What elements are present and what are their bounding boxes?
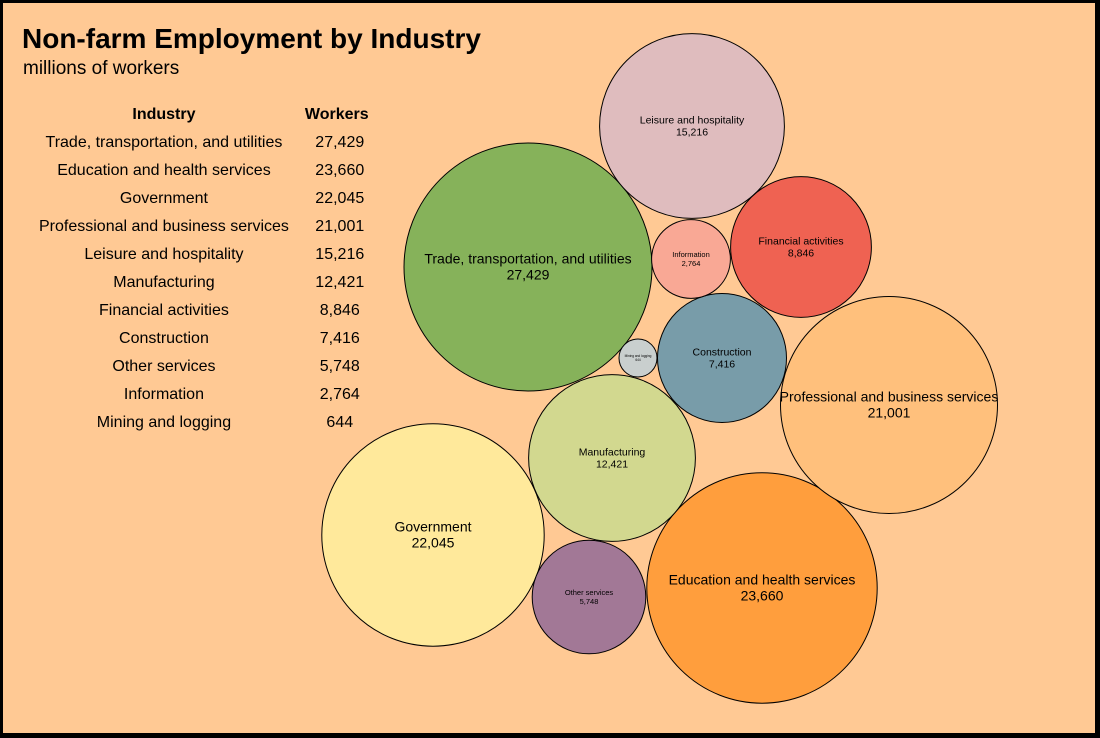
chart-frame: Non-farm Employment by Industry millions… — [3, 3, 1095, 733]
table-row: Information 2,764 — [31, 381, 377, 409]
bubble-label: Mining and logging — [625, 354, 652, 358]
bubble-value: 5,748 — [580, 597, 599, 606]
industry-cell: Leisure and hospitality — [84, 246, 244, 263]
bubble-value: 27,429 — [507, 267, 550, 283]
table-body: Trade, transportation, and utilities 27,4… — [31, 129, 377, 437]
workers-cell: 2,764 — [319, 386, 360, 403]
table-row: Education and health services 23,660 — [31, 157, 377, 185]
bubble-circle — [730, 176, 872, 318]
industry-cell: Other services — [112, 358, 216, 375]
bubble-value: 8,846 — [788, 247, 814, 259]
bubble-label: Construction — [693, 346, 752, 358]
workers-cell: 23,660 — [315, 162, 365, 179]
bubble-circle — [528, 374, 696, 542]
table-header-row: Industry Workers — [31, 101, 377, 129]
bubble-value: 21,001 — [868, 405, 911, 421]
bubble-value: 7,416 — [709, 358, 735, 370]
bubble-value: 22,045 — [412, 535, 455, 551]
bubble-circle — [599, 33, 785, 219]
bubble-label: Other services — [565, 588, 614, 597]
workers-cell: 644 — [326, 414, 354, 431]
bubble-circle — [646, 472, 878, 704]
workers-cell: 8,846 — [319, 302, 360, 319]
bubble-value: 15,216 — [676, 126, 708, 138]
bubble-label: Information — [672, 250, 710, 259]
bubble-label: Government — [394, 519, 471, 535]
workers-cell: 15,216 — [315, 246, 365, 263]
data-table: Industry Workers Trade, transportation, … — [31, 101, 377, 437]
industry-cell: Education and health services — [57, 162, 271, 179]
bubble-circle — [618, 338, 658, 378]
industry-cell: Financial activities — [99, 302, 229, 319]
table-row: Construction 7,416 — [31, 325, 377, 353]
table-row: Leisure and hospitality 15,216 — [31, 241, 377, 269]
workers-column-header: Workers — [304, 106, 369, 123]
table-row: Professional and business services 21,001 — [31, 213, 377, 241]
industry-cell: Government — [119, 190, 208, 207]
bubble-circle — [321, 423, 545, 647]
chart-title: Non-farm Employment by Industry — [22, 23, 481, 54]
workers-cell: 5,748 — [319, 358, 360, 375]
bubble-label: Trade, transportation, and utilities — [424, 251, 631, 267]
bubble-value: 2,764 — [682, 259, 701, 268]
table-row: Manufacturing 12,421 — [31, 269, 377, 297]
workers-cell: 22,045 — [315, 190, 365, 207]
chart-subtitle: millions of workers — [23, 58, 180, 79]
industry-cell: Construction — [119, 330, 209, 347]
table-row: Other services 5,748 — [31, 353, 377, 381]
workers-cell: 27,429 — [315, 134, 365, 151]
bubble-circle — [780, 296, 998, 514]
industry-cell: Mining and logging — [96, 414, 232, 431]
bubble-value: 12,421 — [596, 458, 628, 470]
workers-cell: 21,001 — [315, 218, 365, 235]
bubble-value: 23,660 — [741, 588, 784, 604]
bubble-chart: Trade, transportation, and utilities27,4… — [321, 33, 999, 704]
bubble-circle — [651, 219, 731, 299]
table-row: Trade, transportation, and utilities 27,4… — [31, 129, 377, 157]
workers-cell: 7,416 — [319, 330, 360, 347]
industry-column-header: Industry — [132, 106, 196, 123]
industry-cell: Information — [123, 386, 204, 403]
industry-cell: Trade, transportation, and utilities — [45, 134, 283, 151]
bubble-trade-transportation-and-utilities: Trade, transportation, and utilities27,4… — [403, 142, 653, 392]
table-row: Financial activities 8,846 — [31, 297, 377, 325]
bubble-label: Professional and business services — [780, 389, 999, 405]
industry-cell: Professional and business services — [39, 218, 289, 235]
bubble-label: Education and health services — [669, 572, 856, 588]
bubble-label: Financial activities — [758, 235, 843, 247]
table-row: Government 22,045 — [31, 185, 377, 213]
bubble-label: Leisure and hospitality — [640, 114, 745, 126]
bubble-value: 644 — [635, 358, 641, 362]
bubble-label: Manufacturing — [579, 446, 646, 458]
table-row: Mining and logging 644 — [31, 409, 377, 437]
industry-cell: Manufacturing — [113, 274, 215, 291]
bubble-circle — [531, 539, 647, 655]
workers-cell: 12,421 — [315, 274, 365, 291]
